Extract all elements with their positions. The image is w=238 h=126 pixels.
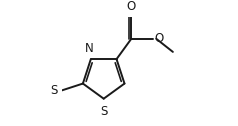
Text: O: O — [127, 0, 136, 12]
Text: S: S — [50, 84, 57, 97]
Text: O: O — [155, 32, 164, 45]
Text: S: S — [100, 105, 108, 118]
Text: N: N — [85, 42, 94, 55]
